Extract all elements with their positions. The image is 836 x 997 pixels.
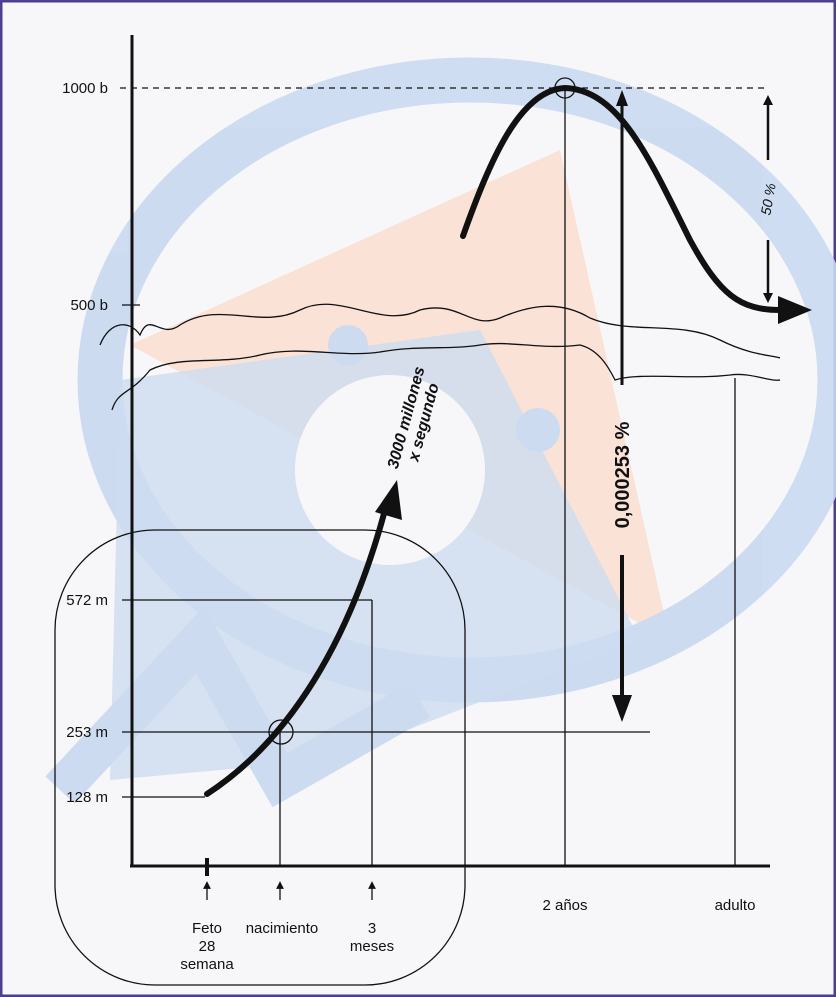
x-label: 2 años: [542, 897, 587, 914]
y-label: 253 m: [66, 724, 108, 741]
y-label: 128 m: [66, 789, 108, 806]
x-label: Feto: [192, 920, 222, 937]
arrowhead: [375, 480, 402, 520]
x-label: 28: [199, 938, 216, 955]
x-label: 3: [368, 920, 376, 937]
wave: [111, 342, 781, 411]
y-label: 500 b: [70, 297, 108, 314]
region-outline: [54, 529, 466, 986]
annotation: 0,000253 %: [612, 421, 634, 528]
arrowhead: [612, 695, 632, 722]
x-label: semana: [180, 956, 234, 973]
growth-curve: [204, 507, 388, 797]
wave: [99, 303, 781, 359]
arrowhead: [778, 296, 812, 324]
watermark: [45, 57, 836, 808]
x-label: nacimiento: [246, 920, 319, 937]
arrowhead: [616, 90, 628, 106]
marker-circle: [554, 77, 576, 99]
x-label: adulto: [715, 897, 756, 914]
annotation: 50 %: [757, 182, 778, 216]
y-label: 572 m: [66, 592, 108, 609]
x-label: meses: [350, 938, 394, 955]
y-label: 1000 b: [62, 80, 108, 97]
marker-circle: [268, 719, 294, 745]
